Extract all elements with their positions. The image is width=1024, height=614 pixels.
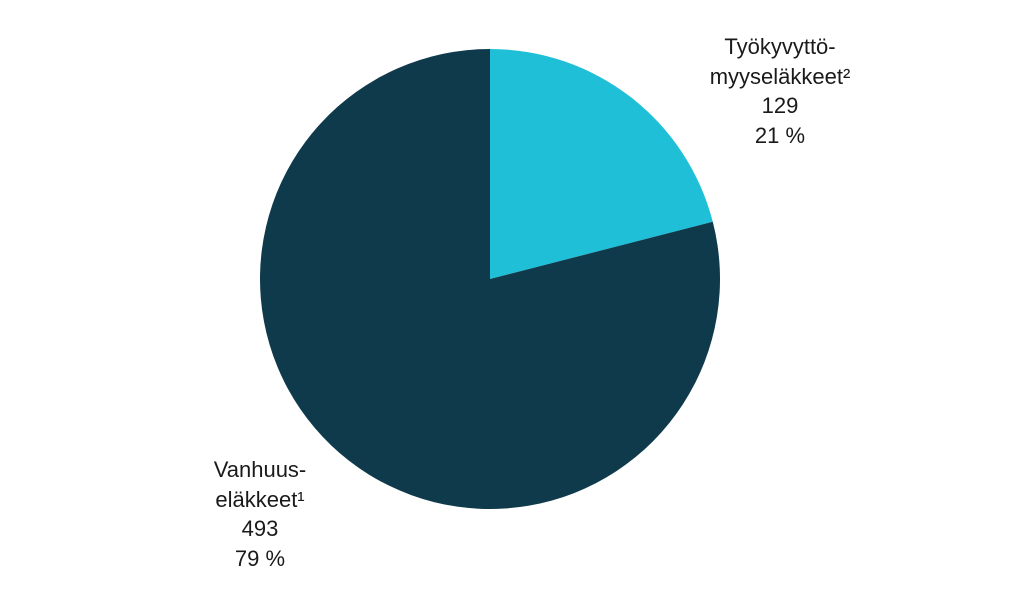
label-line: Vanhuus- <box>150 455 370 485</box>
pie-chart-container: Työkyvyttö- myyseläkkeet² 129 21 % Vanhu… <box>0 0 1024 614</box>
label-line: 79 % <box>150 544 370 574</box>
label-line: Työkyvyttö- <box>640 32 920 62</box>
slice-label-vanhuus: Vanhuus- eläkkeet¹ 493 79 % <box>150 455 370 574</box>
label-line: 129 <box>640 91 920 121</box>
label-line: 493 <box>150 514 370 544</box>
label-line: 21 % <box>640 121 920 151</box>
slice-label-tyokyvyttomyys: Työkyvyttö- myyseläkkeet² 129 21 % <box>640 32 920 151</box>
label-line: myyseläkkeet² <box>640 62 920 92</box>
label-line: eläkkeet¹ <box>150 485 370 515</box>
